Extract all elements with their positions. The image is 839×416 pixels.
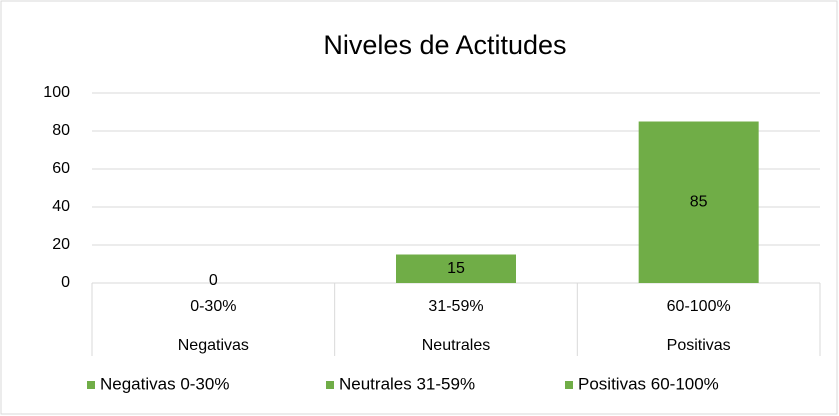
bar (638, 121, 759, 283)
data-label: 85 (690, 193, 708, 210)
y-tick-label: 80 (52, 122, 70, 139)
data-label: 15 (447, 260, 465, 277)
chart-title: Niveles de Actitudes (323, 30, 566, 60)
legend-marker (326, 381, 334, 389)
bar (396, 254, 516, 283)
y-tick-label: 100 (43, 84, 70, 101)
legend-marker (87, 381, 95, 389)
y-tick-label: 60 (52, 160, 70, 177)
x-group-label: Positivas (667, 337, 731, 354)
x-tick-label: 60-100% (667, 298, 731, 315)
y-tick-label: 40 (52, 198, 70, 215)
x-tick-label: 0-30% (190, 298, 236, 315)
data-label: 0 (209, 272, 218, 289)
y-tick-label: 20 (52, 236, 70, 253)
y-tick-label: 0 (61, 274, 70, 291)
x-group-label: Neutrales (422, 337, 490, 354)
legend-marker (565, 381, 573, 389)
legend-label: Negativas 0-30% (100, 374, 229, 393)
x-group-label: Negativas (178, 337, 249, 354)
x-tick-label: 31-59% (428, 298, 483, 315)
legend-label: Neutrales 31-59% (339, 374, 475, 393)
legend-label: Positivas 60-100% (578, 374, 719, 393)
